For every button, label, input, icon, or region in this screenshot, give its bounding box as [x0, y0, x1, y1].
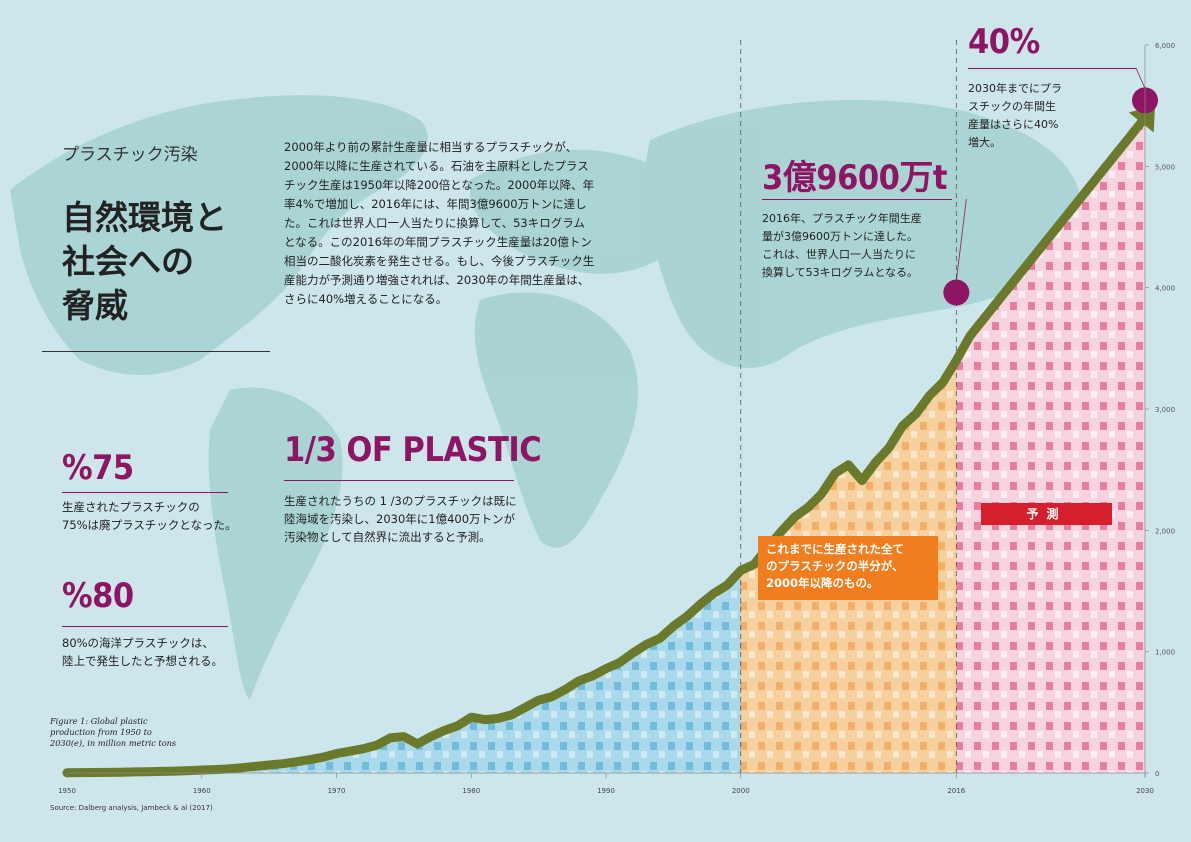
plastic-heading: 1/3 OF PLASTIC	[284, 430, 542, 470]
headline: 自然環境と 社会への 脅威	[62, 198, 227, 325]
stat-75-value: %75	[62, 448, 134, 488]
leader-line-2030	[1135, 67, 1146, 89]
series-line	[62, 113, 1150, 778]
headline-rule	[42, 351, 270, 352]
annotation-2030-rule	[968, 68, 1136, 69]
forecast-label: 予測	[981, 503, 1112, 525]
stat-80-rule	[62, 626, 228, 627]
source-note: Source: Dalberg analysis, Jambeck & al (…	[50, 804, 213, 812]
plastic-rule	[284, 480, 514, 481]
stat-80-value: %80	[62, 576, 134, 616]
y-tick-label: 5,000	[1155, 163, 1175, 171]
x-tick-label: 1950	[58, 787, 76, 795]
figure-caption: Figure 1: Global plastic production from…	[50, 716, 177, 748]
y-tick-label: 2,000	[1155, 527, 1175, 535]
y-tick-label: 3,000	[1155, 406, 1175, 414]
x-tick-label: 1980	[462, 787, 480, 795]
annotation-2016-rule	[762, 199, 952, 200]
annotation-2030-text: 2030年までにプラ スチックの年間生 産量はさらに40% 増大。	[968, 82, 1062, 149]
annotation-2016-text: 2016年、プラスチック年間生産 量が3億9600万トンに達した。 これは、世界…	[762, 212, 922, 279]
axes: 0 1,000 2,000 3,000 4,000 5,000 6,000 1950 1960 1…	[58, 42, 1175, 795]
y-tick-label: 0	[1155, 770, 1159, 778]
x-tick-label: 2000	[732, 787, 750, 795]
half-since-2000-callout: これまでに生産された全て のプラスチックの半分が、 2000年以降のもの。	[758, 536, 938, 600]
leader-line-2016	[955, 198, 967, 281]
x-tick-label: 1970	[328, 787, 346, 795]
stat-75-text: 生産されたプラスチックの 75%は廃プラスチックとなった。	[62, 500, 237, 532]
plastic-text: 生産されたうちの 1 /3のプラスチックは既に 陸海域を汚染し、2030年に1億…	[284, 494, 517, 544]
y-tick-label: 1,000	[1155, 649, 1175, 657]
kicker: プラスチック汚染	[62, 145, 198, 165]
x-tick-label: 1960	[193, 787, 211, 795]
world-map-background	[10, 95, 1082, 700]
annotation-2030-value: 40%	[968, 22, 1040, 62]
highlight-point-2016	[943, 279, 970, 306]
body-text: 2000年より前の累計生産量に相当するプラスチックが、2000年以降に生産されて…	[284, 140, 595, 306]
x-tick-label: 2016	[947, 787, 965, 795]
stat-80-text: 80%の海洋プラスチックは、 陸上で発生したと予想される。	[62, 636, 223, 668]
x-tick-label: 1990	[597, 787, 615, 795]
stat-75-rule	[62, 492, 228, 493]
annotation-2016-value: 3億9600万t	[762, 158, 948, 198]
x-tick-label: 2030	[1136, 787, 1154, 795]
y-tick-label: 4,000	[1155, 285, 1175, 293]
y-tick-label: 6,000	[1155, 42, 1175, 50]
